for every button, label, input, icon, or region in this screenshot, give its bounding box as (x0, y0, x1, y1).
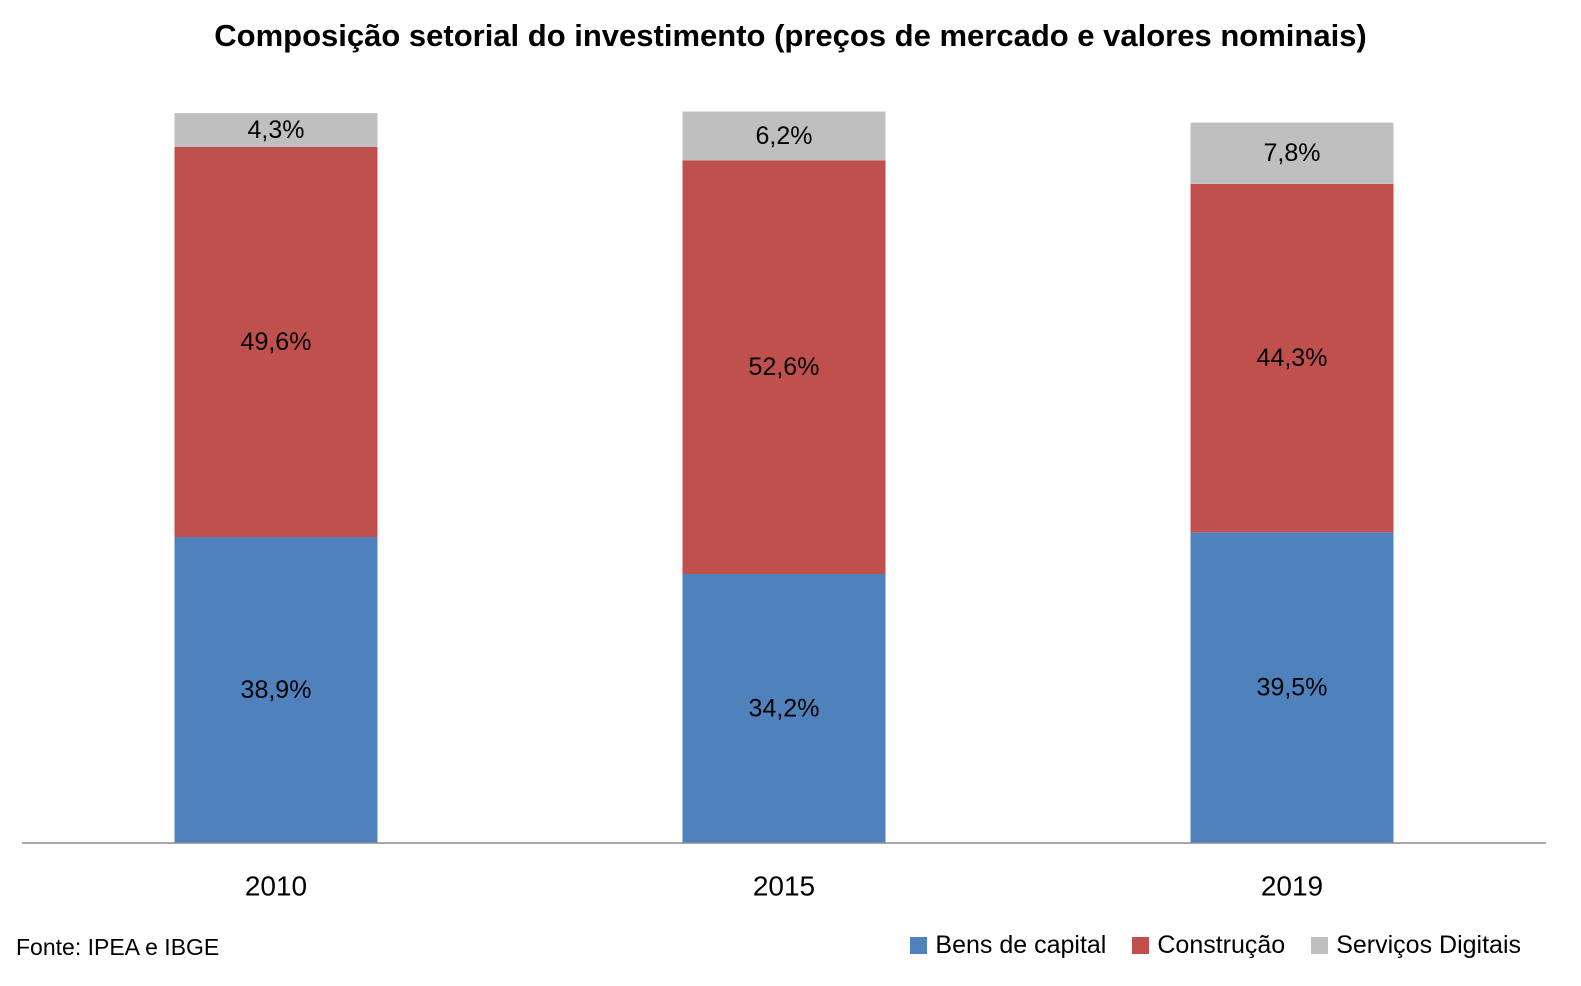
data-label-bens-de-capital-2019: 39,5% (1257, 674, 1328, 702)
legend-label-construcao: Construção (1157, 931, 1286, 959)
bars-layer (174, 111, 1394, 843)
legend-label-bens-de-capital: Bens de capital (935, 931, 1107, 959)
data-label-construcao-2019: 44,3% (1257, 344, 1328, 372)
bar-segment-servicos-digitais-2015 (682, 111, 886, 161)
data-label-bens-de-capital-2010: 38,9% (241, 676, 312, 704)
bar-segment-construcao-2015 (682, 160, 886, 575)
legend-item-construcao: Construção (1132, 931, 1285, 960)
data-label-servicos-digitais-2015: 6,2% (756, 122, 813, 150)
bar-segment-servicos-digitais-2010 (174, 113, 378, 147)
legend-swatch-construcao (1132, 937, 1150, 954)
stacked-bar-chart: 38,9% 49,6% 4,3% 2010 34,2% 52,6% 6,2% 2015 39,5… (22, 111, 1546, 902)
data-label-servicos-digitais-2010: 4,3% (248, 116, 305, 144)
x-tick-label-2019: 2019 (1261, 871, 1323, 902)
x-tick-label-2015: 2015 (753, 871, 815, 902)
legend-item-servicos-digitais: Serviços Digitais (1311, 931, 1521, 960)
chart-title: Composição setorial do investimento (pre… (214, 18, 1367, 53)
data-label-construcao-2010: 49,6% (241, 328, 312, 356)
bar-segment-servicos-digitais-2019 (1190, 122, 1394, 184)
bar-segment-construcao-2019 (1190, 183, 1394, 533)
legend: Bens de capital Construção Serviços Digi… (884, 931, 1521, 960)
legend-item-bens-de-capital: Bens de capital (910, 931, 1106, 960)
bar-segment-bens-de-capital-2010 (174, 537, 378, 843)
bar-segment-bens-de-capital-2015 (682, 574, 886, 843)
legend-swatch-servicos-digitais (1311, 937, 1329, 954)
x-tick-label-2010: 2010 (245, 871, 307, 902)
bar-segment-bens-de-capital-2019 (1190, 532, 1394, 843)
legend-swatch-bens-de-capital (910, 937, 928, 954)
data-label-construcao-2015: 52,6% (749, 353, 820, 381)
data-label-servicos-digitais-2019: 7,8% (1264, 139, 1321, 167)
labels-layer: 38,9% 49,6% 4,3% 2010 34,2% 52,6% 6,2% 2015 39,5… (241, 116, 1328, 901)
bar-segment-construcao-2010 (174, 146, 378, 538)
source-note: Fonte: IPEA e IBGE (16, 934, 220, 960)
data-label-bens-de-capital-2015: 34,2% (749, 695, 820, 723)
legend-label-servicos-digitais: Serviços Digitais (1336, 931, 1521, 959)
